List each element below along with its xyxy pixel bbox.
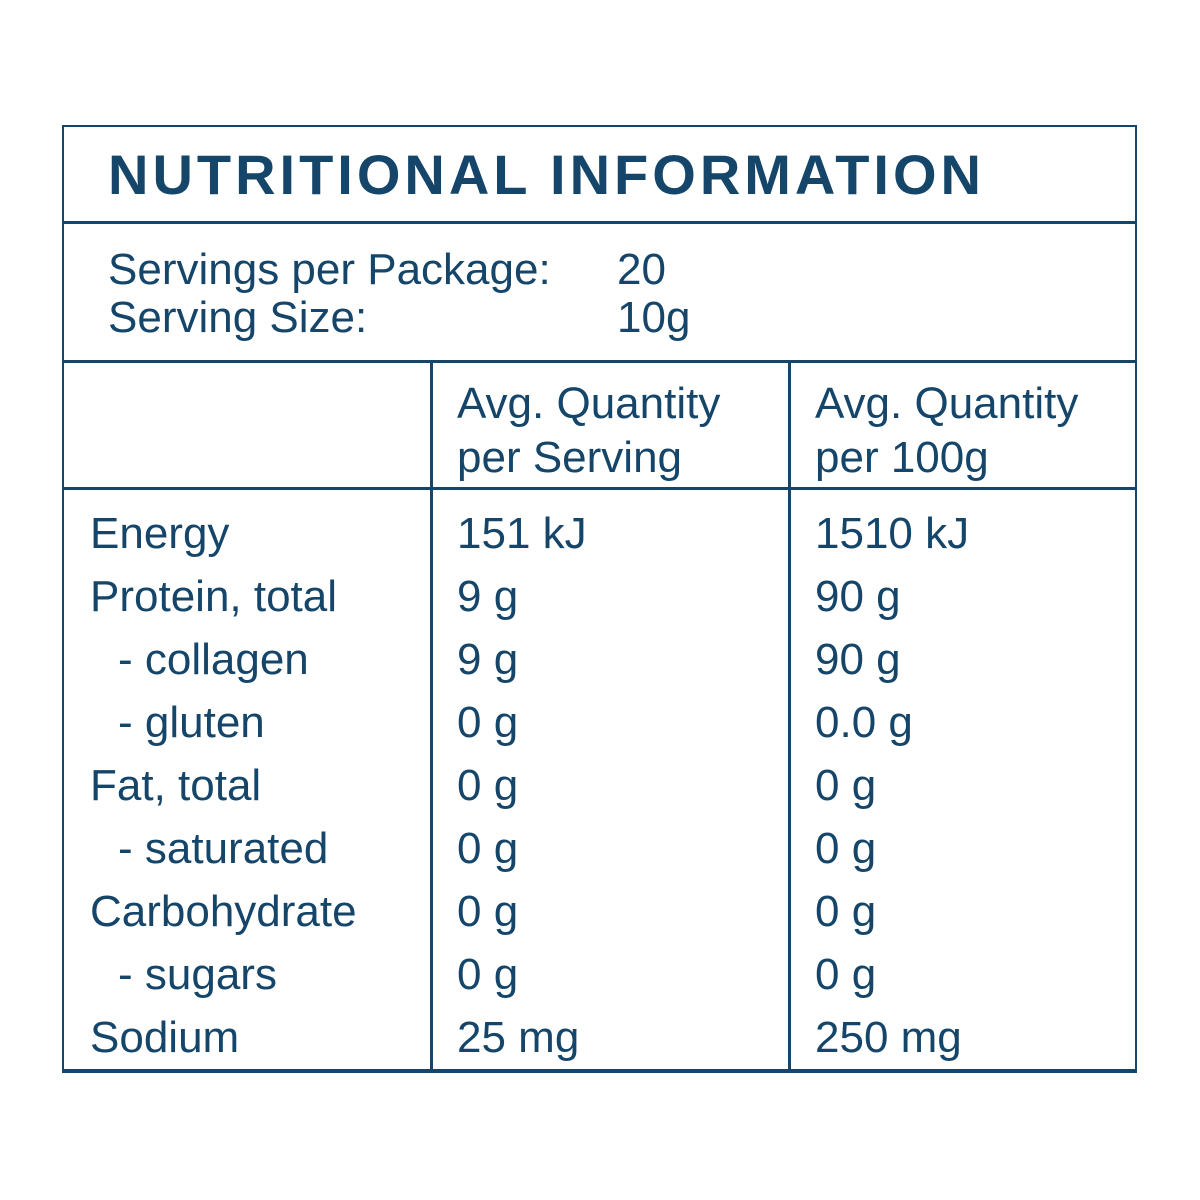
serving-info-section: Servings per Package: 20 Serving Size: 10g bbox=[64, 224, 1135, 364]
per-100g-header-line1: Avg. Quantity bbox=[815, 379, 1079, 429]
per-100g-value: 0 g bbox=[815, 949, 877, 999]
per-serving-value: 0 g bbox=[457, 697, 519, 747]
per-100g-value: 90 g bbox=[815, 634, 901, 684]
per-100g-header-line2: per 100g bbox=[815, 433, 989, 483]
per-serving-value: 0 g bbox=[457, 886, 519, 936]
servings-per-package-value: 20 bbox=[617, 245, 666, 295]
nutrient-label: Protein, total bbox=[90, 571, 338, 621]
nutrient-label: Energy bbox=[90, 508, 230, 558]
per-100g-value: 0 g bbox=[815, 823, 877, 873]
nutrient-label: - gluten bbox=[118, 697, 265, 747]
per-serving-header-line1: Avg. Quantity bbox=[457, 379, 721, 429]
nutrient-label: Sodium bbox=[90, 1012, 240, 1062]
per-serving-column: 151 kJ 9 g 9 g 0 g 0 g 0 g 0 g 0 g 25 mg bbox=[430, 489, 788, 1069]
header-cell-per-100g: Avg. Quantity per 100g bbox=[788, 363, 1135, 487]
nutrient-column: Energy Protein, total - collagen - glute… bbox=[64, 490, 430, 1069]
panel-title-row: NUTRITIONAL INFORMATION bbox=[64, 127, 1135, 225]
per-100g-value: 250 mg bbox=[815, 1012, 962, 1062]
serving-size-value: 10g bbox=[617, 293, 691, 343]
per-100g-value: 0 g bbox=[815, 760, 877, 810]
table-body: Energy Protein, total - collagen - glute… bbox=[64, 489, 1135, 1069]
servings-per-package-row: Servings per Package: 20 bbox=[108, 246, 1135, 294]
per-serving-value: 0 g bbox=[457, 949, 519, 999]
per-100g-value: 0.0 g bbox=[815, 697, 913, 747]
per-serving-value: 9 g bbox=[457, 571, 519, 621]
per-serving-value: 0 g bbox=[457, 823, 519, 873]
serving-size-label: Serving Size: bbox=[108, 293, 368, 343]
nutrient-label: - saturated bbox=[118, 823, 329, 873]
panel-title: NUTRITIONAL INFORMATION bbox=[108, 142, 985, 206]
per-serving-header-line2: per Serving bbox=[457, 433, 683, 483]
per-100g-value: 0 g bbox=[815, 886, 877, 936]
nutrient-label: Fat, total bbox=[90, 760, 262, 810]
per-100g-column: 1510 kJ 90 g 90 g 0.0 g 0 g 0 g 0 g 0 g … bbox=[788, 489, 1135, 1069]
per-serving-value: 0 g bbox=[457, 760, 519, 810]
header-cell-per-serving: Avg. Quantity per Serving bbox=[430, 363, 788, 487]
nutrient-label: - collagen bbox=[118, 634, 309, 684]
servings-per-package-label: Servings per Package: bbox=[108, 245, 551, 295]
per-serving-value: 151 kJ bbox=[457, 508, 587, 558]
per-serving-value: 25 mg bbox=[457, 1012, 580, 1062]
nutrient-label: Carbohydrate bbox=[90, 886, 357, 936]
per-100g-value: 1510 kJ bbox=[815, 508, 970, 558]
nutrient-label: - sugars bbox=[118, 949, 277, 999]
per-100g-value: 90 g bbox=[815, 571, 901, 621]
header-cell-empty bbox=[64, 363, 430, 487]
nutrition-panel: NUTRITIONAL INFORMATION Servings per Pac… bbox=[62, 125, 1137, 1073]
table-header-row: Avg. Quantity per Serving Avg. Quantity … bbox=[64, 363, 1135, 490]
per-serving-value: 9 g bbox=[457, 634, 519, 684]
serving-size-row: Serving Size: 10g bbox=[108, 294, 1135, 342]
